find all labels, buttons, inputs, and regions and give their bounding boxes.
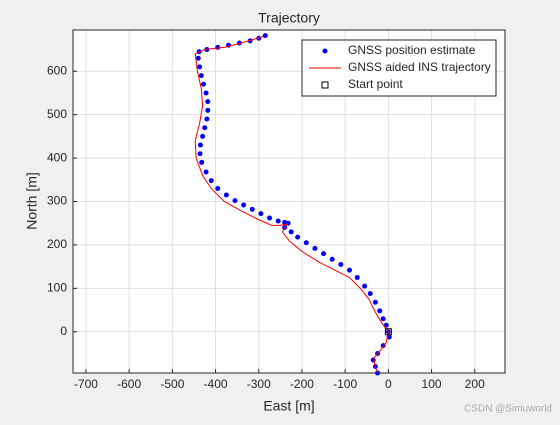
point bbox=[202, 125, 208, 131]
watermark: CSDN @Simuworld bbox=[464, 404, 552, 415]
x-tick-label: -600 bbox=[117, 377, 141, 391]
point bbox=[205, 99, 211, 105]
y-tick-label: 500 bbox=[47, 107, 67, 121]
point bbox=[288, 229, 294, 235]
point bbox=[215, 185, 221, 191]
y-tick-label: 600 bbox=[47, 63, 67, 77]
point bbox=[346, 267, 352, 273]
legend-symbol bbox=[322, 48, 328, 54]
point bbox=[215, 44, 221, 50]
point bbox=[197, 151, 203, 157]
point bbox=[303, 240, 309, 246]
point bbox=[362, 283, 368, 289]
start-marker bbox=[384, 328, 392, 336]
point bbox=[205, 107, 211, 113]
point bbox=[195, 55, 201, 61]
x-tick-label: -700 bbox=[74, 377, 98, 391]
x-tick-label: 0 bbox=[385, 377, 392, 391]
point bbox=[208, 178, 214, 184]
point bbox=[367, 291, 373, 297]
y-tick-label: 100 bbox=[47, 281, 67, 295]
point bbox=[223, 192, 229, 198]
point bbox=[377, 308, 383, 314]
point bbox=[275, 218, 281, 224]
y-tick-label: 200 bbox=[47, 237, 67, 251]
point bbox=[338, 261, 344, 267]
point bbox=[249, 206, 255, 212]
point bbox=[295, 234, 301, 240]
legend-label: Start point bbox=[348, 77, 403, 91]
point bbox=[204, 116, 210, 122]
point bbox=[321, 251, 327, 257]
point bbox=[267, 215, 273, 221]
x-tick-label: -500 bbox=[160, 377, 184, 391]
point bbox=[199, 159, 205, 165]
y-tick-label: 400 bbox=[47, 150, 67, 164]
point bbox=[232, 198, 238, 204]
x-tick-label: -300 bbox=[247, 377, 271, 391]
point bbox=[329, 256, 335, 262]
point bbox=[282, 219, 288, 225]
point bbox=[203, 90, 209, 96]
y-axis-label: North [m] bbox=[24, 172, 40, 230]
point bbox=[372, 299, 378, 305]
point bbox=[200, 81, 206, 87]
y-tick-label: 300 bbox=[47, 194, 67, 208]
legend-symbol bbox=[321, 81, 329, 89]
point bbox=[200, 133, 206, 139]
point bbox=[354, 274, 360, 280]
x-tick-label: 100 bbox=[422, 377, 442, 391]
x-axis-label: East [m] bbox=[263, 398, 314, 414]
trajectory-line bbox=[194, 36, 389, 374]
point bbox=[197, 142, 203, 148]
point bbox=[380, 316, 386, 322]
point bbox=[203, 169, 209, 175]
point bbox=[370, 357, 376, 363]
point bbox=[241, 202, 247, 208]
x-tick-label: -100 bbox=[333, 377, 357, 391]
point bbox=[262, 33, 268, 39]
x-tick-label: -200 bbox=[290, 377, 314, 391]
x-tick-label: -400 bbox=[204, 377, 228, 391]
axes-box bbox=[72, 29, 506, 374]
y-tick-label: 0 bbox=[60, 324, 67, 338]
legend-label: GNSS position estimate bbox=[348, 43, 476, 57]
chart-title: Trajectory bbox=[258, 10, 320, 26]
point bbox=[198, 73, 204, 79]
point bbox=[258, 211, 264, 217]
x-tick-label: 200 bbox=[465, 377, 485, 391]
legend-label: GNSS aided INS trajectory bbox=[348, 60, 491, 74]
point bbox=[312, 245, 318, 251]
point bbox=[197, 64, 203, 70]
